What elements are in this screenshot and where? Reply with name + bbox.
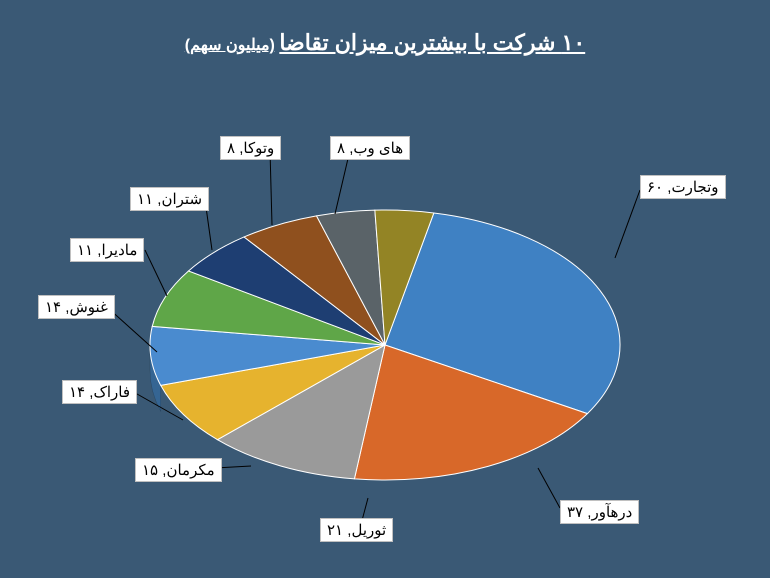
title-main: ۱۰ شرکت با بیشترین میزان تقاضا (279, 30, 585, 55)
data-label: درهآور, ۳۷ (560, 500, 639, 524)
data-label: های وب, ۸ (330, 136, 410, 160)
leader-line (270, 150, 272, 225)
data-label: غنوش, ۱۴ (38, 295, 115, 319)
leader-line (538, 468, 560, 508)
pie-chart: وتجارت, ۶۰ درهآور, ۳۷ ثوریل, ۲۱ مکرمان, ۱۵ ف… (0, 80, 770, 578)
title-sub: (میلیون سهم) (185, 37, 275, 54)
data-label: شتران, ۱۱ (130, 187, 209, 211)
data-label: فاراک, ۱۴ (62, 380, 137, 404)
data-label: وتجارت, ۶۰ (640, 175, 726, 199)
data-label: مادیرا, ۱۱ (70, 238, 144, 262)
data-label: وتوکا, ۸ (220, 136, 281, 160)
data-label: مکرمان, ۱۵ (135, 458, 222, 482)
data-label: ثوریل, ۲۱ (320, 518, 393, 542)
chart-title: ۱۰ شرکت با بیشترین میزان تقاضا (میلیون س… (0, 30, 770, 56)
leader-line (615, 190, 640, 258)
leader-line (145, 250, 167, 296)
leader-line (108, 308, 157, 352)
